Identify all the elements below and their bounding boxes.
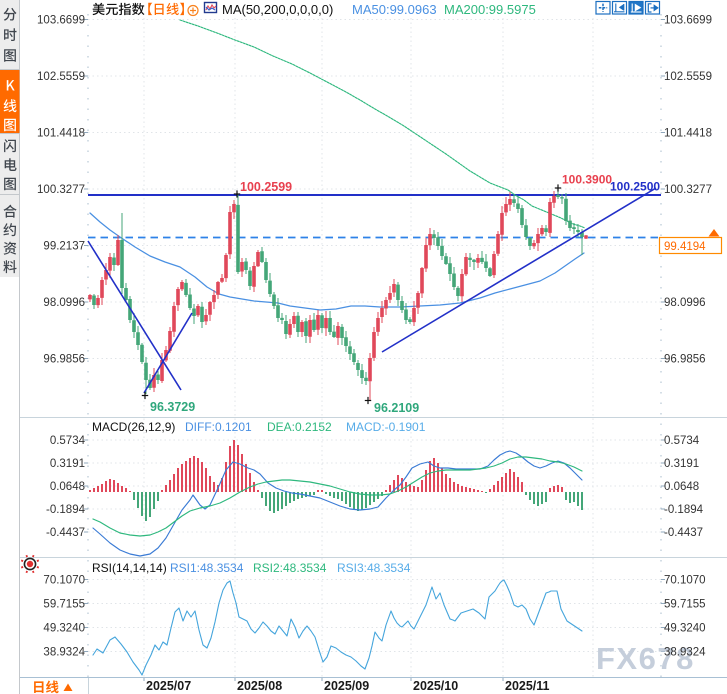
svg-text:38.9324: 38.9324 <box>43 647 85 659</box>
svg-text:MA50:99.0963: MA50:99.0963 <box>352 2 437 17</box>
svg-text:96.3729: 96.3729 <box>150 400 195 414</box>
svg-text:99.2137: 99.2137 <box>43 241 85 253</box>
svg-text:RSI1:48.3534: RSI1:48.3534 <box>170 561 244 575</box>
svg-text:0.3191: 0.3191 <box>50 458 85 470</box>
svg-text:2025/08: 2025/08 <box>237 679 282 693</box>
svg-text:RSI2:48.3534: RSI2:48.3534 <box>253 561 327 575</box>
svg-text:2025/07: 2025/07 <box>146 679 191 693</box>
svg-text:DIFF:0.1201: DIFF:0.1201 <box>185 420 252 434</box>
svg-text:0.5734: 0.5734 <box>50 435 86 447</box>
svg-text:98.0996: 98.0996 <box>43 297 85 309</box>
svg-text:101.4418: 101.4418 <box>664 128 712 140</box>
svg-text:-0.1894: -0.1894 <box>46 504 86 516</box>
svg-text:2025/10: 2025/10 <box>413 679 458 693</box>
svg-text:103.6699: 103.6699 <box>37 15 85 27</box>
svg-text:FX678: FX678 <box>596 641 695 676</box>
svg-text:99.4194: 99.4194 <box>664 241 706 253</box>
svg-text:70.1070: 70.1070 <box>43 575 85 587</box>
svg-text:70.1070: 70.1070 <box>664 575 706 587</box>
svg-text:102.5559: 102.5559 <box>37 71 85 83</box>
svg-text:2025/09: 2025/09 <box>324 679 369 693</box>
svg-text:-0.4437: -0.4437 <box>46 527 85 539</box>
svg-text:59.7155: 59.7155 <box>664 599 706 611</box>
svg-text:0.0648: 0.0648 <box>664 481 699 493</box>
svg-text:DEA:0.2152: DEA:0.2152 <box>267 420 332 434</box>
svg-text:0.5734: 0.5734 <box>664 435 700 447</box>
svg-text:MACD:-0.1901: MACD:-0.1901 <box>346 420 426 434</box>
svg-text:98.0996: 98.0996 <box>664 297 706 309</box>
svg-text:0.0648: 0.0648 <box>50 481 85 493</box>
svg-text:2025/11: 2025/11 <box>505 679 550 693</box>
svg-text:100.3277: 100.3277 <box>664 184 712 196</box>
svg-text:RSI3:48.3534: RSI3:48.3534 <box>337 561 411 575</box>
svg-text:38.9324: 38.9324 <box>664 647 706 659</box>
svg-text:0.3191: 0.3191 <box>664 458 699 470</box>
svg-text:59.7155: 59.7155 <box>43 599 85 611</box>
svg-text:96.9856: 96.9856 <box>664 354 706 366</box>
svg-text:101.4418: 101.4418 <box>37 128 85 140</box>
svg-text:49.3240: 49.3240 <box>43 623 85 635</box>
svg-text:MACD(26,12,9): MACD(26,12,9) <box>92 420 175 434</box>
svg-text:49.3240: 49.3240 <box>664 623 706 635</box>
svg-text:96.2109: 96.2109 <box>374 401 419 415</box>
svg-text:100.3900: 100.3900 <box>562 173 612 187</box>
svg-text:100.2500: 100.2500 <box>610 180 660 194</box>
svg-text:-0.4437: -0.4437 <box>664 527 703 539</box>
svg-text:MA(50,200,0,0,0,0): MA(50,200,0,0,0,0) <box>222 2 333 17</box>
svg-text:103.6699: 103.6699 <box>664 15 712 27</box>
svg-text:RSI(14,14,14): RSI(14,14,14) <box>92 561 167 575</box>
svg-text:100.2599: 100.2599 <box>240 180 292 194</box>
svg-text:100.3277: 100.3277 <box>37 184 85 196</box>
svg-text:102.5559: 102.5559 <box>664 71 712 83</box>
svg-text:96.9856: 96.9856 <box>43 354 85 366</box>
svg-text:-0.1894: -0.1894 <box>664 504 704 516</box>
svg-text:MA200:99.5975: MA200:99.5975 <box>444 2 536 17</box>
